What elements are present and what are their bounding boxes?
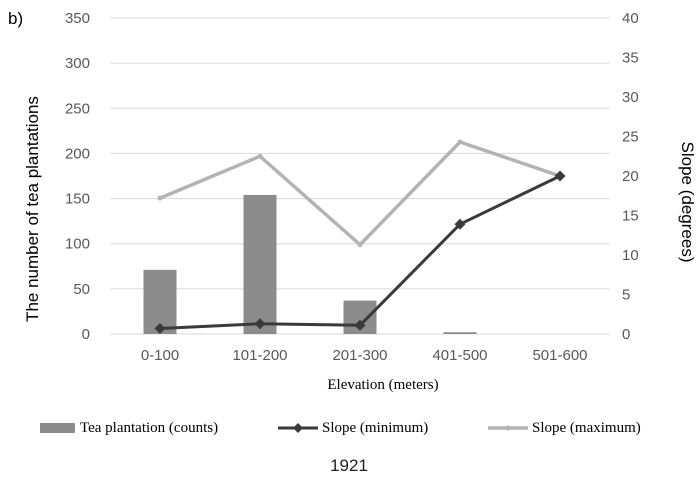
x-tick-label: 101-200: [232, 347, 287, 364]
line-marker-diamond: [154, 322, 166, 334]
right-axis-ticks: 0 5 10 15 20 25 30 35 40: [622, 10, 639, 343]
y-tick-label: 200: [65, 145, 90, 162]
y-tick-label-right: 35: [622, 50, 639, 67]
bar-series: [143, 194, 477, 334]
y-tick-label: 100: [65, 236, 90, 253]
line-series: [154, 139, 566, 334]
line-marker-circle: [157, 195, 163, 201]
legend-label: Tea plantation (counts): [80, 420, 218, 436]
line-marker-diamond: [554, 170, 566, 182]
x-tick-label: 501-600: [532, 347, 587, 364]
bar: [243, 194, 277, 334]
y-tick-label: 350: [65, 10, 90, 27]
caption: 1921: [330, 456, 368, 475]
y-tick-label-right: 30: [622, 89, 639, 106]
legend-marker-diamond: [293, 423, 303, 433]
legend: Tea plantation (counts) Slope (minimum) Sl…: [40, 420, 641, 436]
legend-swatch-bar: [40, 423, 75, 433]
line-marker-diamond: [454, 218, 466, 230]
x-tick-label: 401-500: [432, 347, 487, 364]
left-axis-ticks: 0 50 100 150 200 250 300 350: [65, 10, 90, 343]
gridlines: [110, 17, 610, 335]
panel-label: b): [8, 9, 23, 28]
line-marker-circle: [257, 153, 263, 159]
y-axis-title: The number of tea plantations: [23, 96, 42, 322]
y-tick-label: 0: [82, 326, 90, 343]
y-tick-label-right: 15: [622, 208, 639, 225]
legend-label: Slope (maximum): [532, 420, 641, 436]
y-tick-label: 50: [73, 281, 90, 298]
y-tick-label: 150: [65, 191, 90, 208]
x-tick-label: 201-300: [332, 347, 387, 364]
line-marker-circle: [357, 242, 363, 248]
bar: [443, 332, 477, 334]
x-tick-label: 0-100: [141, 347, 179, 364]
legend-label: Slope (minimum): [322, 420, 428, 436]
line-marker-diamond: [354, 319, 366, 331]
y-tick-label: 300: [65, 55, 90, 72]
legend-marker-circle: [505, 425, 511, 431]
y-tick-label-right: 25: [622, 129, 639, 146]
series-line: [158, 140, 562, 247]
y-axis-title-right: Slope (degrees): [678, 142, 697, 263]
line-marker-diamond: [254, 318, 266, 330]
x-axis-title: Elevation (meters): [327, 377, 438, 393]
y-tick-label: 250: [65, 100, 90, 117]
y-tick-label-right: 5: [622, 287, 630, 304]
y-tick-label-right: 40: [622, 10, 639, 27]
y-tick-label-right: 10: [622, 247, 639, 264]
y-tick-label-right: 0: [622, 326, 630, 343]
y-tick-label-right: 20: [622, 168, 639, 185]
x-axis-ticks: 0-100 101-200 201-300 401-500 501-600: [141, 347, 588, 364]
line-marker-circle: [457, 139, 463, 145]
